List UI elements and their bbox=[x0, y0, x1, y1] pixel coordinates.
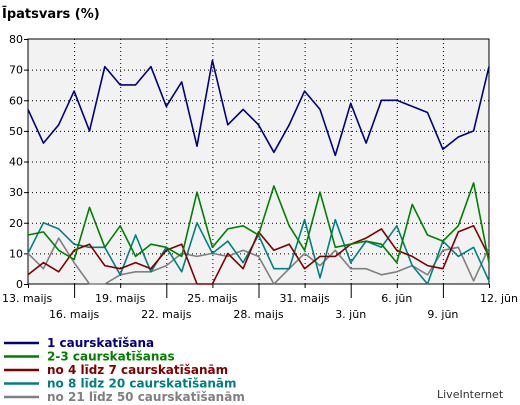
x-tick-label: 16. maijs bbox=[49, 308, 100, 321]
legend-entry[interactable]: 1 caurskatīšana bbox=[47, 336, 154, 350]
series-line bbox=[27, 225, 490, 285]
y-tick-label: 0 bbox=[16, 278, 23, 291]
x-tick-label: 12. jūn bbox=[480, 292, 518, 305]
x-tick-label: 6. jūn bbox=[381, 292, 412, 305]
x-tick-label: 31. maijs bbox=[279, 292, 330, 305]
y-tick-label: 40 bbox=[9, 156, 23, 169]
y-tick-label: 80 bbox=[9, 33, 23, 46]
chart-title: Īpatsvars (%) bbox=[2, 7, 100, 22]
series-lines bbox=[27, 59, 490, 285]
liveinternet-brand[interactable]: LiveInternet bbox=[437, 388, 504, 401]
x-tick-label: 13. maijs bbox=[2, 292, 53, 305]
x-tick-label: 28. maijs bbox=[233, 308, 284, 321]
legend-entry[interactable]: no 21 līdz 50 caurskatīšanām bbox=[47, 390, 245, 404]
y-tick-label: 50 bbox=[9, 125, 23, 138]
y-tick-label: 10 bbox=[9, 247, 23, 260]
y-tick-label: 30 bbox=[9, 186, 23, 199]
legend-entry[interactable]: no 8 līdz 20 caurskatīšanām bbox=[47, 377, 236, 391]
legend-entry[interactable]: 2-3 caurskatīšanas bbox=[47, 350, 175, 364]
x-axis: 13. maijs 16. maijs 19. maijs 22. maijs 25. … bbox=[2, 284, 518, 321]
y-tick-label: 70 bbox=[9, 64, 23, 77]
series-line bbox=[27, 182, 490, 264]
y-tick-label: 20 bbox=[9, 217, 23, 230]
legend-entry[interactable]: no 4 līdz 7 caurskatīšanām bbox=[47, 363, 228, 377]
x-tick-label: 3. jūn bbox=[335, 308, 366, 321]
y-axis: 0 10 20 30 40 50 60 70 80 bbox=[9, 33, 28, 291]
x-tick-label: 9. jūn bbox=[427, 308, 458, 321]
y-tick-label: 60 bbox=[9, 94, 23, 107]
x-tick-label: 19. maijs bbox=[95, 292, 146, 305]
series-line bbox=[27, 59, 490, 157]
x-tick-label: 22. maijs bbox=[141, 308, 192, 321]
x-tick-label: 25. maijs bbox=[187, 292, 238, 305]
